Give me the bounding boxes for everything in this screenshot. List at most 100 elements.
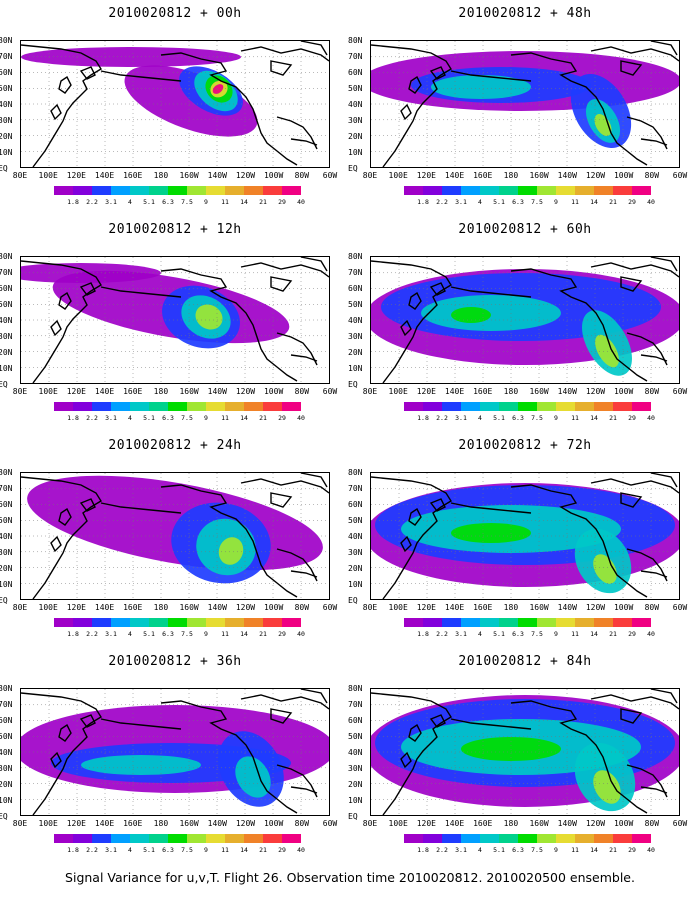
latitude-label: 80N [348, 468, 363, 477]
colorbar-swatch [594, 834, 613, 843]
colorbar-label: 9 [204, 630, 208, 638]
colorbar-label: 6.3 [512, 198, 524, 206]
colorbar-swatch [461, 186, 480, 195]
colorbar-swatch [225, 618, 244, 627]
colorbar-label: 3.1 [455, 630, 467, 638]
colorbar-label: 14 [590, 198, 598, 206]
colorbar-label: 4 [128, 198, 132, 206]
colorbar-label: 14 [590, 846, 598, 854]
colorbar-swatch [404, 402, 423, 411]
map-svg [21, 473, 329, 599]
colorbar-swatch [111, 402, 130, 411]
colorbar-label: 2.2 [86, 846, 98, 854]
coastline-segment [240, 262, 329, 278]
longitude-label: 140E [94, 819, 115, 828]
colorbar-swatch [499, 402, 518, 411]
colorbar-swatch [92, 402, 111, 411]
coastline-segment [290, 786, 318, 794]
latitude-label: 80N [0, 36, 13, 45]
colorbar-label: 7.5 [531, 846, 543, 854]
latitude-label: EQ [348, 596, 358, 605]
colorbar-label: 29 [278, 846, 286, 854]
colorbar-label: 11 [571, 846, 579, 854]
longitude-label: 80W [644, 387, 660, 396]
coastline-segment [50, 535, 62, 553]
latitude-label: 50N [0, 732, 13, 741]
colorbar-swatch [244, 618, 263, 627]
coastline-segment [450, 718, 532, 730]
longitude-label: 80E [362, 819, 378, 828]
latitude-label: 60N [0, 716, 13, 725]
latitude-label: 20N [348, 780, 363, 789]
colorbar-label: 7.5 [181, 198, 193, 206]
longitude-label: 120W [585, 171, 606, 180]
colorbar-swatch [442, 402, 461, 411]
longitude-label: 140W [207, 387, 227, 396]
colorbar-label: 4 [478, 846, 482, 854]
longitude-label: 160E [123, 819, 143, 828]
variance-contour [451, 307, 491, 323]
longitude-label: 140E [444, 387, 465, 396]
longitude-label: 160E [473, 387, 493, 396]
variance-contour [218, 537, 244, 565]
latitude-label: 70N [348, 52, 363, 61]
colorbar-label: 5.1 [493, 846, 505, 854]
latitude-label: 10N [0, 796, 13, 805]
variance-contour [451, 523, 531, 543]
panel-title: 2010020812 + 36h [108, 654, 242, 669]
colorbar-label: 1.8 [417, 414, 429, 422]
colorbar-swatch [73, 186, 92, 195]
longitude-label: 140W [207, 819, 227, 828]
colorbar-swatch [480, 186, 499, 195]
coastline-segment [276, 332, 318, 366]
longitude-label: 140W [557, 387, 577, 396]
colorbar-swatch [404, 618, 423, 627]
longitude-label: 80E [12, 819, 28, 828]
coastline-segment [640, 570, 668, 578]
colorbar-label: 9 [554, 414, 558, 422]
colorbar-swatch [613, 618, 632, 627]
map-panel: 2010020812 + 12h 80N 70N 60N 50N 40N 30N 20N 10N… [0, 216, 350, 432]
latitude-label: EQ [0, 596, 8, 605]
colorbar-swatch [632, 402, 651, 411]
colorbar-swatch [206, 834, 225, 843]
colorbar-swatch [537, 618, 556, 627]
colorbar-swatch [518, 618, 537, 627]
coastline-segment [620, 60, 643, 76]
colorbar-label: 4 [128, 846, 132, 854]
latitude-label: 70N [0, 52, 13, 61]
map-plot [20, 472, 330, 600]
longitude-label: 120E [66, 819, 86, 828]
coastline-segment [626, 332, 668, 366]
coastline-segment [429, 714, 446, 728]
colorbar-label: 21 [609, 414, 617, 422]
colorbar-swatch [54, 402, 73, 411]
coastline-segment [58, 723, 72, 742]
colorbar-swatch [282, 186, 301, 195]
colorbar-label: 21 [259, 630, 267, 638]
coastline-segment [400, 535, 412, 553]
colorbar-label: 40 [647, 630, 655, 638]
colorbar-swatch [73, 618, 92, 627]
latitude-label: 80N [0, 252, 13, 261]
colorbar-swatch [594, 618, 613, 627]
latitude-label: EQ [348, 164, 358, 173]
panel-grid: 2010020812 + 00h 80N 70N 60N 50N 40N 30N 20N 10N… [0, 6, 687, 854]
colorbar [404, 834, 651, 843]
longitude-label: 80W [294, 819, 310, 828]
coastline-segment [160, 268, 298, 382]
longitude-label: 120E [66, 387, 86, 396]
map-svg [371, 41, 679, 167]
colorbar-swatch [111, 618, 130, 627]
longitude-label: 120E [66, 171, 86, 180]
longitude-label: 100W [613, 819, 634, 828]
coastline-segment [450, 502, 532, 514]
coastline-segment [371, 260, 452, 383]
colorbar-swatch [111, 186, 130, 195]
colorbar [404, 186, 651, 195]
longitude-label: 80W [644, 603, 660, 612]
colorbar-label: 40 [297, 414, 305, 422]
colorbar [404, 402, 651, 411]
colorbar-swatch [263, 402, 282, 411]
coastline-segment [300, 473, 328, 488]
